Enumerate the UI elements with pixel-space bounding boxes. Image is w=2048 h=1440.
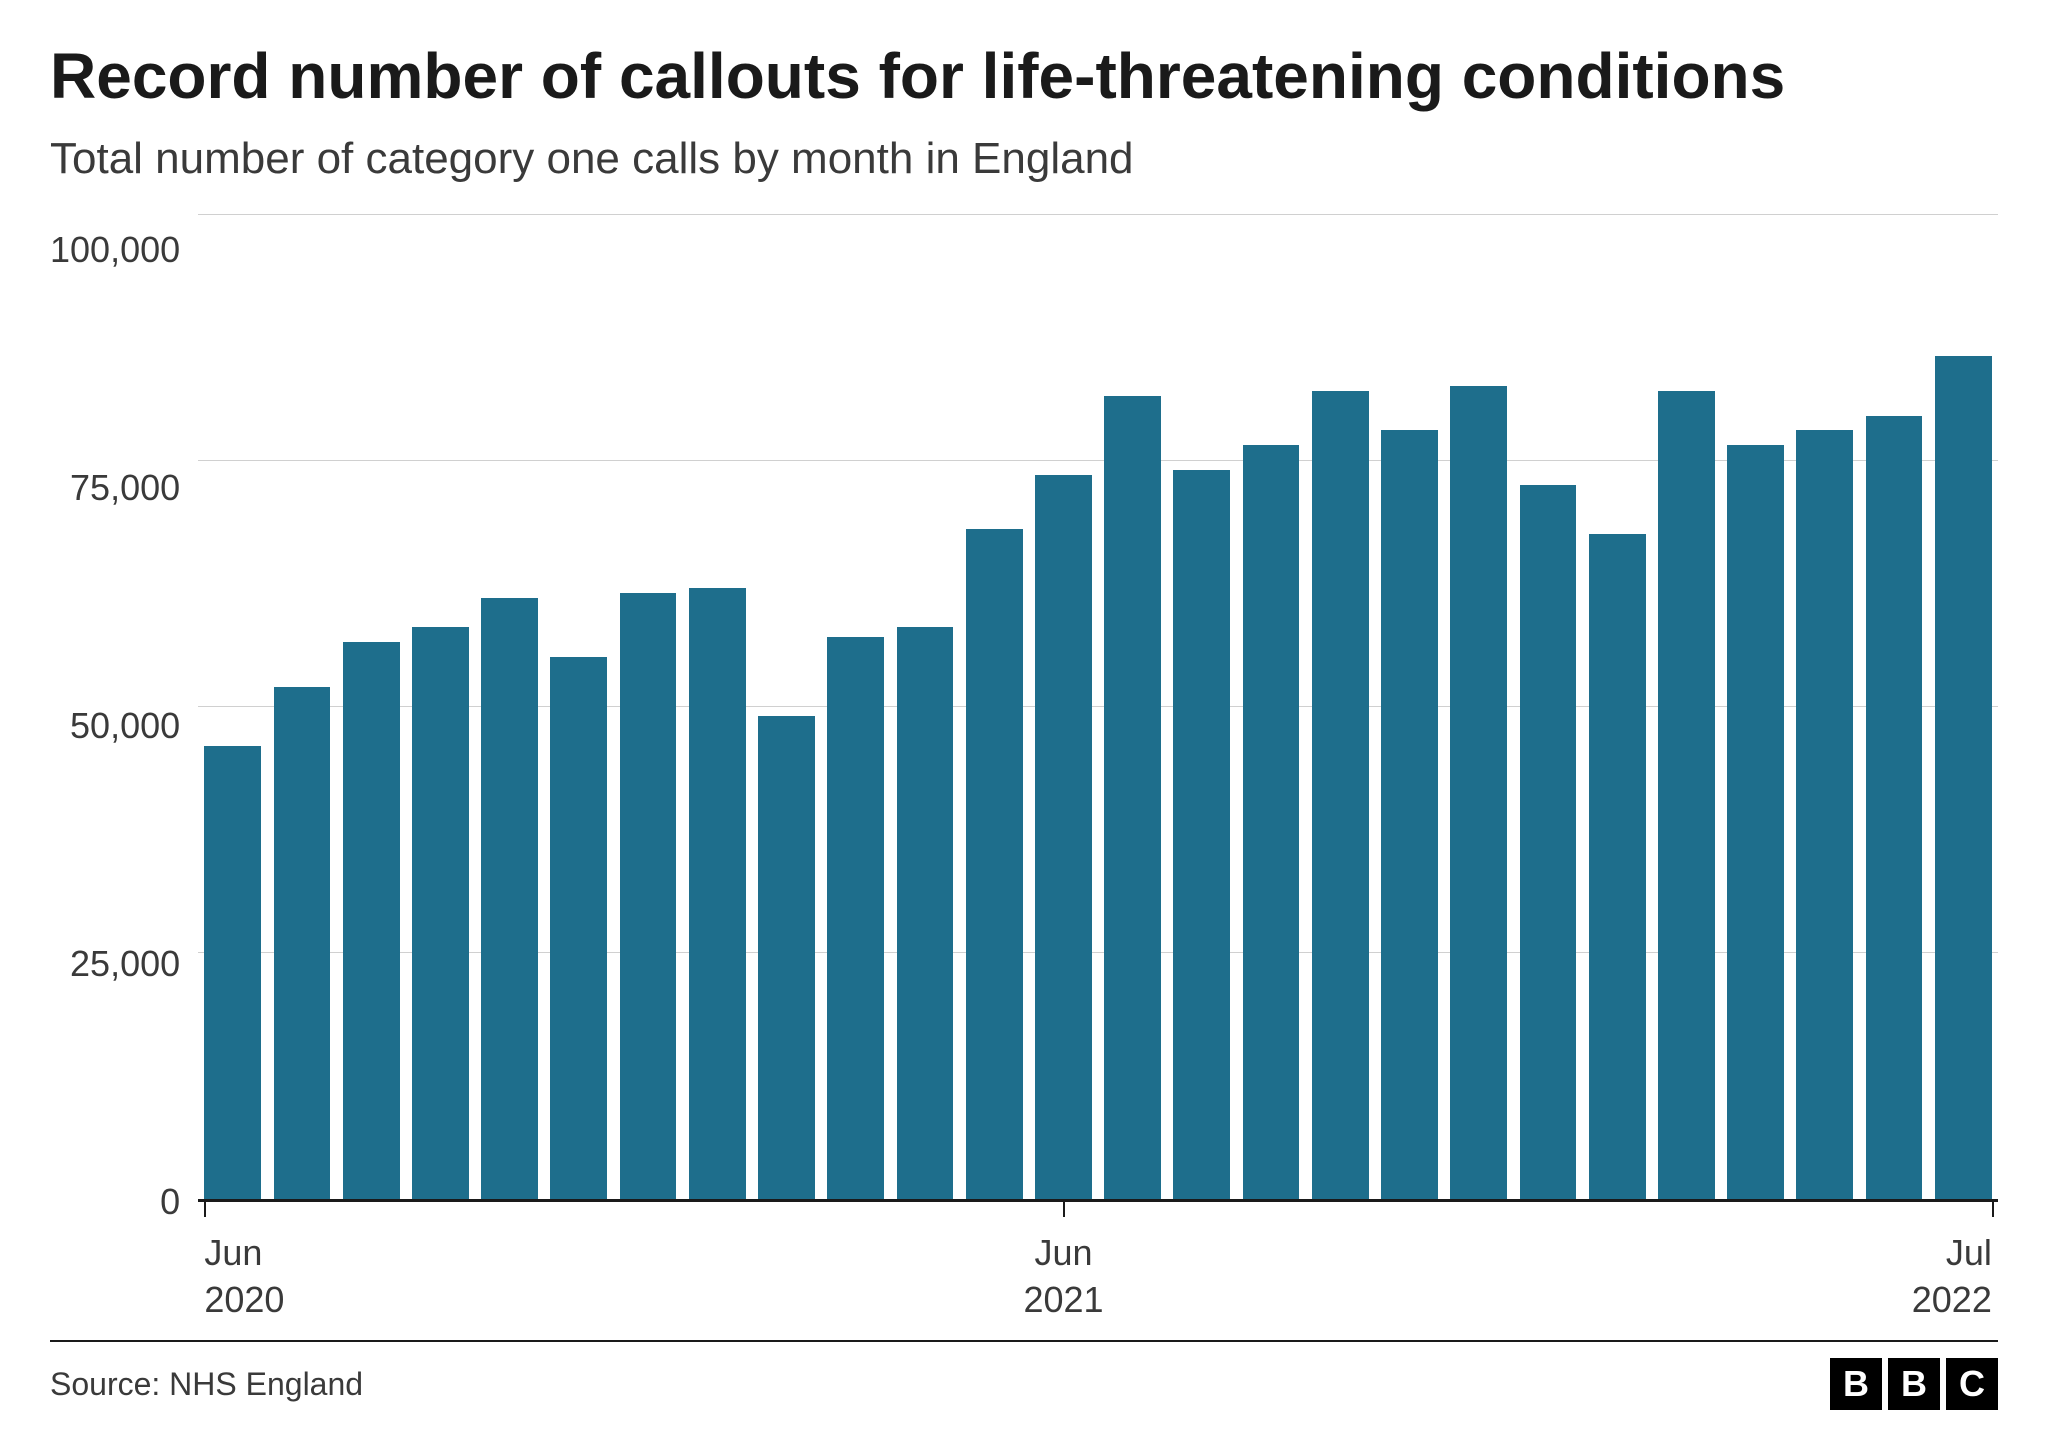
y-axis: 100,00075,00050,00025,0000 [50, 214, 198, 1202]
bar [1243, 445, 1300, 1199]
bar-slot [475, 214, 544, 1199]
bbc-logo: BBC [1830, 1358, 1998, 1410]
bar-slot [1583, 214, 1652, 1199]
bar-slot [1167, 214, 1236, 1199]
bar-slot [1236, 214, 1305, 1199]
bar [897, 627, 954, 1199]
x-axis-label: Jun 2021 [1023, 1230, 1103, 1324]
bar-slot [1652, 214, 1721, 1199]
bar [1589, 534, 1646, 1199]
x-axis-label: Jun 2020 [204, 1230, 284, 1324]
chart-container: Record number of callouts for life-threa… [0, 0, 2048, 1440]
bar-slot [1098, 214, 1167, 1199]
bar-slot [337, 214, 406, 1199]
bar-slot [960, 214, 1029, 1199]
bar [620, 593, 677, 1199]
logo-letter: B [1888, 1358, 1940, 1410]
chart-title: Record number of callouts for life-threa… [50, 40, 1998, 114]
chart-area: 100,00075,00050,00025,0000 Jun 2020Jun 2… [50, 214, 1998, 1332]
bar-slot [1721, 214, 1790, 1199]
bar [1450, 386, 1507, 1199]
bar [274, 687, 331, 1199]
bar [204, 746, 261, 1199]
bar [1796, 430, 1853, 1199]
bar [1381, 430, 1438, 1199]
bar [1727, 445, 1784, 1199]
bar [966, 529, 1023, 1199]
chart-subtitle: Total number of category one calls by mo… [50, 134, 1998, 184]
bar-slot [890, 214, 959, 1199]
bar-slot [1790, 214, 1859, 1199]
bar [758, 716, 815, 1199]
bar-slot [752, 214, 821, 1199]
y-axis-label: 50,000 [70, 708, 180, 744]
bar [1312, 391, 1369, 1199]
bars-group [198, 214, 1998, 1199]
bar [1658, 391, 1715, 1199]
bar-slot [1375, 214, 1444, 1199]
bar-slot [1306, 214, 1375, 1199]
bar [343, 642, 400, 1199]
x-axis-label: Jul 2022 [1912, 1230, 1992, 1324]
x-axis-labels: Jun 2020 Jun 2021 Jul 2022 [50, 1202, 1998, 1332]
logo-letter: B [1830, 1358, 1882, 1410]
bar-slot [613, 214, 682, 1199]
bar [1866, 416, 1923, 1199]
bar [412, 627, 469, 1199]
bar [1520, 485, 1577, 1199]
bar [827, 637, 884, 1199]
bar-slot [1929, 214, 1998, 1199]
bar-slot [683, 214, 752, 1199]
plot-row: 100,00075,00050,00025,0000 [50, 214, 1998, 1202]
bar-slot [267, 214, 336, 1199]
bar-slot [406, 214, 475, 1199]
bar-slot [544, 214, 613, 1199]
bar-slot [821, 214, 890, 1199]
bar [481, 598, 538, 1199]
bar [550, 657, 607, 1199]
bar-slot [198, 214, 267, 1199]
chart-footer: Source: NHS England BBC [50, 1342, 1998, 1410]
bar [1935, 356, 1992, 1199]
logo-letter: C [1946, 1358, 1998, 1410]
bar-slot [1444, 214, 1513, 1199]
bar [1035, 475, 1092, 1199]
bar-slot [1513, 214, 1582, 1199]
bar [689, 588, 746, 1199]
y-axis-label: 25,000 [70, 946, 180, 982]
bar [1173, 470, 1230, 1199]
bar-slot [1859, 214, 1928, 1199]
plot-area [198, 214, 1998, 1202]
bar [1104, 396, 1161, 1199]
source-text: Source: NHS England [50, 1366, 363, 1403]
y-axis-label: 75,000 [70, 470, 180, 506]
bar-slot [1029, 214, 1098, 1199]
y-axis-label: 100,000 [50, 232, 180, 268]
